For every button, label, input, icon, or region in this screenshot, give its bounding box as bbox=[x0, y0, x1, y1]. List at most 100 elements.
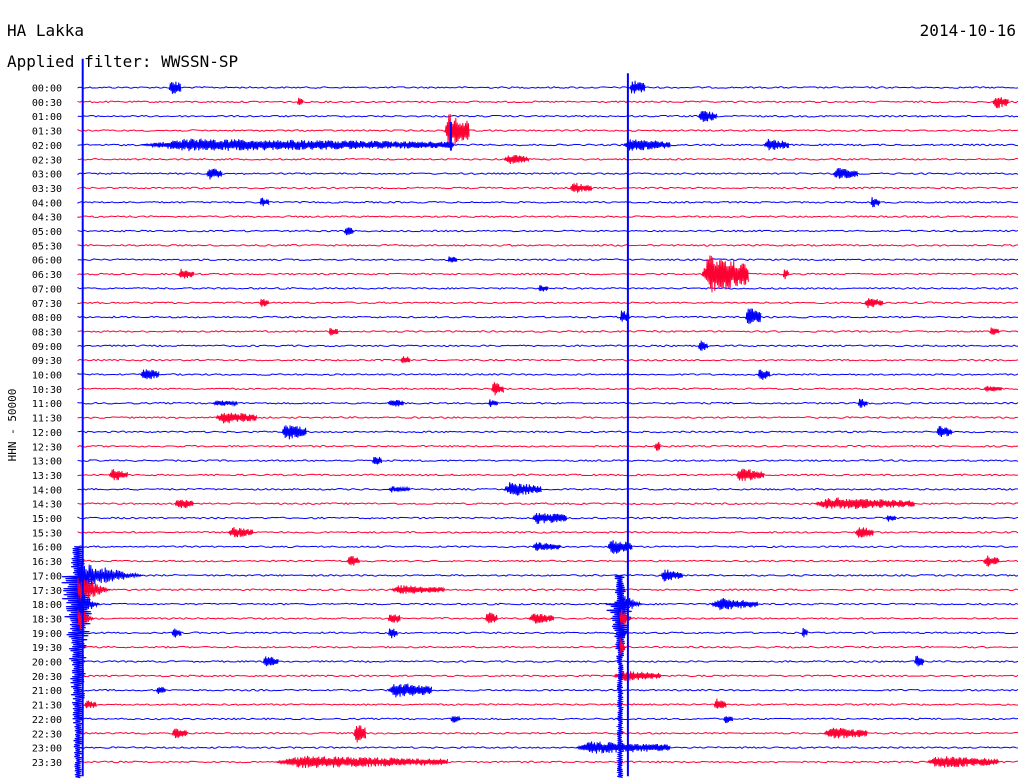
seismic-event bbox=[108, 469, 128, 481]
row-label: 14:30 bbox=[32, 500, 62, 511]
seismic-event bbox=[814, 497, 915, 509]
seismic-event bbox=[447, 256, 458, 263]
trace-row bbox=[77, 430, 1019, 434]
row-label: 10:30 bbox=[32, 385, 62, 396]
seismic-event bbox=[569, 182, 593, 193]
trace-row bbox=[77, 574, 1019, 578]
row-label: 03:30 bbox=[32, 184, 62, 195]
seismic-event bbox=[531, 512, 568, 525]
seismic-event bbox=[206, 168, 223, 180]
seismic-event bbox=[228, 527, 254, 538]
earthquake-trace bbox=[61, 546, 96, 779]
glitch-spikes bbox=[81, 58, 629, 777]
seismic-event bbox=[782, 269, 790, 280]
row-label: 08:30 bbox=[32, 327, 62, 338]
seismic-event bbox=[832, 167, 859, 179]
row-label: 13:00 bbox=[32, 457, 62, 468]
trace-row bbox=[77, 157, 1019, 161]
row-label: 19:00 bbox=[32, 629, 62, 640]
trace-row bbox=[77, 660, 1019, 663]
row-label: 00:30 bbox=[32, 98, 62, 109]
seismic-event bbox=[343, 227, 354, 236]
row-label: 17:30 bbox=[32, 586, 62, 597]
trace-row bbox=[77, 301, 1019, 305]
seismic-event bbox=[926, 756, 999, 768]
row-label: 04:30 bbox=[32, 213, 62, 224]
trace-row bbox=[77, 645, 1019, 649]
seismic-event bbox=[444, 114, 470, 147]
row-label: 20:30 bbox=[32, 672, 62, 683]
seismic-event bbox=[701, 255, 749, 293]
seismic-event bbox=[353, 725, 367, 743]
trace-row bbox=[77, 444, 1019, 448]
seismic-event bbox=[140, 369, 160, 380]
seismic-event bbox=[983, 385, 1003, 392]
row-label: 07:00 bbox=[32, 284, 62, 295]
row-label: 12:30 bbox=[32, 442, 62, 453]
seismic-event bbox=[400, 356, 411, 364]
trace-row bbox=[77, 86, 1019, 89]
seismic-event bbox=[697, 111, 718, 122]
trace-row bbox=[77, 200, 1019, 204]
earthquake-coda bbox=[619, 609, 632, 628]
trace-row bbox=[77, 631, 1019, 635]
row-label: 07:30 bbox=[32, 299, 62, 310]
seismic-event bbox=[936, 425, 953, 438]
row-label: 16:00 bbox=[32, 543, 62, 554]
row-label: 02:30 bbox=[32, 155, 62, 166]
row-label: 13:30 bbox=[32, 471, 62, 482]
seismic-event bbox=[854, 527, 874, 538]
trace-row bbox=[77, 703, 1019, 706]
row-label: 22:30 bbox=[32, 729, 62, 740]
earthquake-coda bbox=[619, 621, 628, 641]
seismic-event bbox=[823, 727, 868, 739]
seismic-event bbox=[531, 542, 561, 551]
trace-row bbox=[77, 100, 1019, 104]
seismic-event bbox=[763, 138, 790, 151]
seismic-event bbox=[262, 656, 279, 667]
seismic-event bbox=[388, 485, 411, 493]
seismic-event bbox=[391, 585, 445, 594]
trace-row bbox=[77, 559, 1019, 563]
seismic-event bbox=[914, 655, 925, 667]
seismic-event bbox=[503, 482, 542, 496]
seismic-event bbox=[347, 556, 360, 566]
trace-row bbox=[77, 731, 1019, 735]
trace-row bbox=[77, 473, 1019, 477]
row-label: 23:30 bbox=[32, 758, 62, 769]
trace-events bbox=[83, 80, 1009, 769]
trace-row bbox=[77, 172, 1019, 176]
row-label: 11:30 bbox=[32, 414, 62, 425]
trace-row bbox=[77, 215, 1019, 219]
row-label: 09:30 bbox=[32, 356, 62, 367]
trace-row bbox=[77, 459, 1019, 462]
row-label: 08:00 bbox=[32, 313, 62, 324]
seismic-event bbox=[140, 138, 455, 152]
trace-row bbox=[77, 717, 1019, 721]
seismic-event bbox=[171, 728, 188, 739]
row-label: 20:00 bbox=[32, 658, 62, 669]
earthquake-wavetrains bbox=[61, 546, 643, 779]
seismic-event bbox=[372, 456, 383, 465]
trace-row bbox=[77, 530, 1019, 534]
earthquake-coda bbox=[77, 562, 143, 587]
trace-row bbox=[77, 258, 1019, 262]
row-label: 01:00 bbox=[32, 112, 62, 123]
seismic-event bbox=[757, 369, 771, 380]
trace-row bbox=[77, 114, 1019, 118]
trace-row bbox=[77, 674, 1019, 678]
trace-row bbox=[77, 746, 1019, 749]
seismic-event bbox=[857, 398, 868, 408]
trace-row bbox=[77, 315, 1019, 319]
earthquake-coda bbox=[619, 593, 643, 615]
row-label: 09:00 bbox=[32, 342, 62, 353]
station-name: HA Lakka bbox=[7, 21, 84, 40]
y-axis-label: HHN - 50000 bbox=[6, 389, 19, 462]
seismic-event bbox=[177, 268, 195, 279]
row-label: 18:00 bbox=[32, 600, 62, 611]
row-label: 05:30 bbox=[32, 241, 62, 252]
earthquake-coda bbox=[77, 609, 95, 630]
row-label: 14:00 bbox=[32, 485, 62, 496]
seismic-event bbox=[155, 686, 166, 695]
seismic-event bbox=[503, 154, 530, 165]
